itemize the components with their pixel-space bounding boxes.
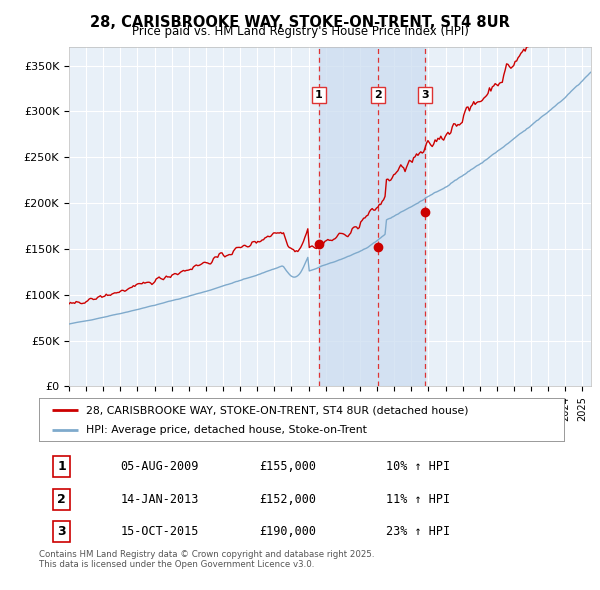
Text: 1: 1 [57,460,66,473]
Text: 05-AUG-2009: 05-AUG-2009 [121,460,199,473]
Bar [319,47,425,386]
Text: 3: 3 [421,90,428,100]
Text: Contains HM Land Registry data © Crown copyright and database right 2025.
This d: Contains HM Land Registry data © Crown c… [39,550,374,569]
Text: 1: 1 [315,90,323,100]
Text: 2: 2 [57,493,66,506]
Text: 11% ↑ HPI: 11% ↑ HPI [386,493,449,506]
Text: 28, CARISBROOKE WAY, STOKE-ON-TRENT, ST4 8UR: 28, CARISBROOKE WAY, STOKE-ON-TRENT, ST4… [90,15,510,30]
Text: £152,000: £152,000 [260,493,317,506]
Text: Price paid vs. HM Land Registry's House Price Index (HPI): Price paid vs. HM Land Registry's House … [131,25,469,38]
Text: 3: 3 [57,525,66,538]
Text: HPI: Average price, detached house, Stoke-on-Trent: HPI: Average price, detached house, Stok… [86,425,367,435]
Text: 2: 2 [374,90,382,100]
Text: £190,000: £190,000 [260,525,317,538]
Text: 15-OCT-2015: 15-OCT-2015 [121,525,199,538]
Text: 23% ↑ HPI: 23% ↑ HPI [386,525,449,538]
Text: 14-JAN-2013: 14-JAN-2013 [121,493,199,506]
Text: 10% ↑ HPI: 10% ↑ HPI [386,460,449,473]
Text: 28, CARISBROOKE WAY, STOKE-ON-TRENT, ST4 8UR (detached house): 28, CARISBROOKE WAY, STOKE-ON-TRENT, ST4… [86,405,469,415]
Text: £155,000: £155,000 [260,460,317,473]
